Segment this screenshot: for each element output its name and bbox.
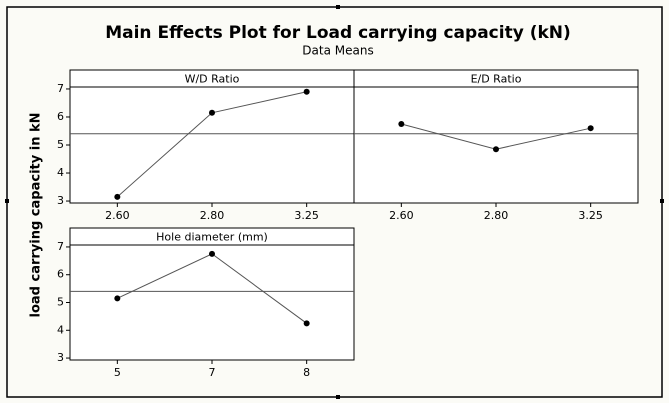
data-point [114,193,121,200]
y-tick-label: 5 [57,138,64,151]
x-tick-label: 3.25 [294,209,319,222]
data-point [209,250,215,257]
panel [353,69,639,204]
y-tick-label: 6 [57,110,64,123]
data-point [114,295,121,302]
panel-title: W/D Ratio [185,73,240,86]
y-tick-label: 6 [57,268,64,281]
y-tick-label: 7 [57,82,64,95]
x-tick-label: 3.25 [578,209,603,222]
data-point [303,88,310,95]
x-tick-label: 2.60 [105,209,130,222]
handle [336,5,340,9]
y-tick-label: 3 [57,194,64,207]
data-point [303,320,310,327]
panel-title: Hole diameter (mm) [156,231,268,244]
panel-title: E/D Ratio [471,73,522,86]
chart-subtitle: Data Means [302,44,373,58]
data-point [398,120,405,127]
handle [660,199,664,203]
x-tick-label: 7 [209,366,216,379]
chart-title: Main Effects Plot for Load carrying capa… [105,23,571,43]
x-tick-label: 2.60 [389,209,414,222]
panel [69,69,355,204]
y-tick-label: 4 [57,166,64,179]
y-tick-label: 5 [57,296,64,309]
x-tick-label: 5 [114,366,121,379]
y-tick-label: 7 [57,240,64,253]
panel [69,227,355,361]
data-point [493,146,499,153]
handle [336,395,340,399]
handle [5,199,9,203]
data-point [587,125,594,132]
y-axis-label: load carrying capacity in kN [29,112,44,317]
y-tick-label: 3 [57,351,64,364]
x-tick-label: 2.80 [200,209,225,222]
data-point [209,109,215,116]
x-tick-label: 2.80 [484,209,509,222]
y-tick-label: 4 [57,323,64,336]
x-tick-label: 8 [303,366,310,379]
